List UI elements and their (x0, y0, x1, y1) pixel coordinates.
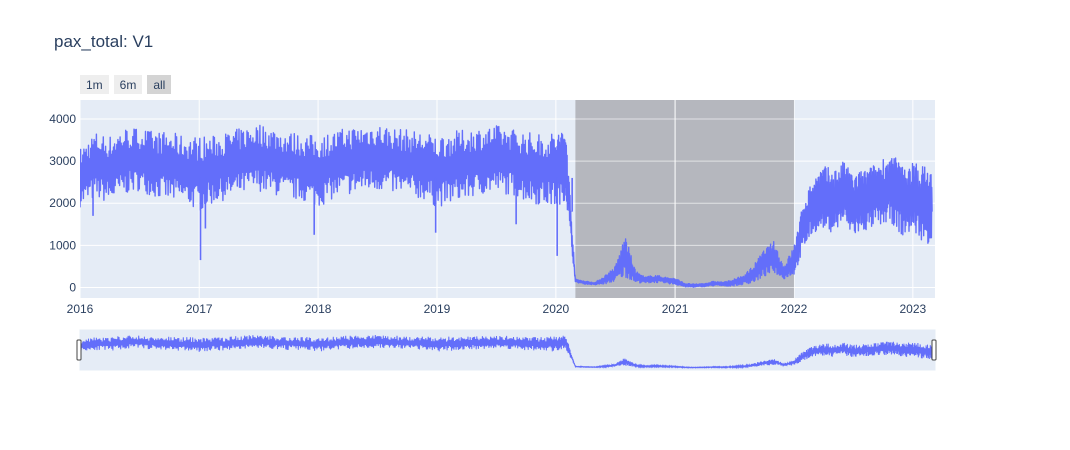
x-tick-label: 2020 (543, 302, 570, 316)
y-tick-label: 1000 (49, 238, 76, 252)
range-slider-line (79, 334, 933, 370)
x-tick-label: 2022 (781, 302, 808, 316)
y-tick-label: 4000 (49, 112, 76, 126)
range-button-6m[interactable]: 6m (113, 75, 143, 94)
plot-background (80, 100, 935, 298)
y-tick-label: 3000 (49, 154, 76, 168)
range-slider-background (80, 330, 935, 370)
x-tick-label: 2019 (424, 302, 451, 316)
highlight-band (575, 100, 794, 298)
range-button-1m[interactable]: 1m (80, 75, 109, 94)
range-slider[interactable] (76, 329, 937, 371)
range-slider-left-handle (76, 339, 82, 361)
chart-title: pax_total: V1 (54, 32, 154, 51)
range-selector: 1m 6m all (80, 75, 172, 94)
range-button-all[interactable]: all (147, 75, 172, 94)
main-plot-area: 0 1000 2000 3000 4000 2016 2017 2018 2019 2020 202… (49, 100, 935, 316)
x-tick-label: 2017 (186, 302, 213, 316)
range-slider-right-handle (931, 339, 937, 361)
y-tick-label: 2000 (49, 196, 76, 210)
x-tick-label: 2018 (305, 302, 332, 316)
range-slider-border (79, 329, 936, 371)
series-line (80, 124, 933, 288)
x-tick-label: 2016 (67, 302, 94, 316)
y-tick-label: 0 (69, 280, 76, 294)
x-tick-label: 2021 (662, 302, 689, 316)
x-tick-label: 2023 (899, 302, 926, 316)
